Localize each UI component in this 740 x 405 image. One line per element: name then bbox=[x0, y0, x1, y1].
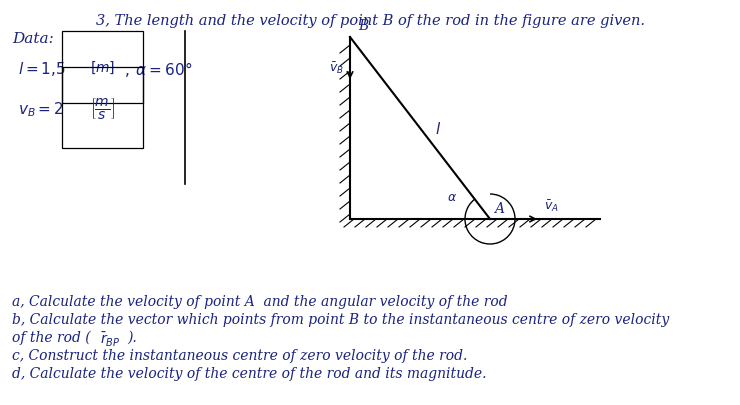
Text: $v_B = 2$: $v_B = 2$ bbox=[18, 100, 64, 118]
Text: $\bar{r}_{BP}$: $\bar{r}_{BP}$ bbox=[100, 330, 121, 348]
Text: A: A bbox=[494, 202, 504, 215]
Text: $\left[\dfrac{m}{s}\right]$: $\left[\dfrac{m}{s}\right]$ bbox=[90, 96, 115, 121]
Text: d, Calculate the velocity of the centre of the rod and its magnitude.: d, Calculate the velocity of the centre … bbox=[12, 366, 486, 380]
Text: b, Calculate the vector which points from point B to the instantaneous centre of: b, Calculate the vector which points fro… bbox=[12, 312, 669, 326]
Text: Data:: Data: bbox=[12, 32, 54, 46]
Text: $[m]$: $[m]$ bbox=[90, 60, 115, 76]
Text: c, Construct the instantaneous centre of zero velocity of the rod.: c, Construct the instantaneous centre of… bbox=[12, 348, 468, 362]
Text: B: B bbox=[358, 19, 369, 33]
Text: $l$: $l$ bbox=[435, 121, 441, 136]
Text: 3, The length and the velocity of point B of the rod in the figure are given.: 3, The length and the velocity of point … bbox=[95, 14, 645, 28]
Text: $\bar{v}_A$: $\bar{v}_A$ bbox=[544, 198, 559, 213]
Text: $\alpha$: $\alpha$ bbox=[447, 191, 457, 204]
Text: $\bar{v}_B$: $\bar{v}_B$ bbox=[329, 60, 344, 76]
Text: $l = 1{,}5$: $l = 1{,}5$ bbox=[18, 60, 66, 78]
Text: ).: ). bbox=[127, 330, 137, 344]
Text: a, Calculate the velocity of point A  and the angular velocity of the rod: a, Calculate the velocity of point A and… bbox=[12, 294, 508, 308]
Text: of the rod (: of the rod ( bbox=[12, 330, 90, 345]
Text: $,\;\alpha = 60°$: $,\;\alpha = 60°$ bbox=[124, 60, 192, 79]
